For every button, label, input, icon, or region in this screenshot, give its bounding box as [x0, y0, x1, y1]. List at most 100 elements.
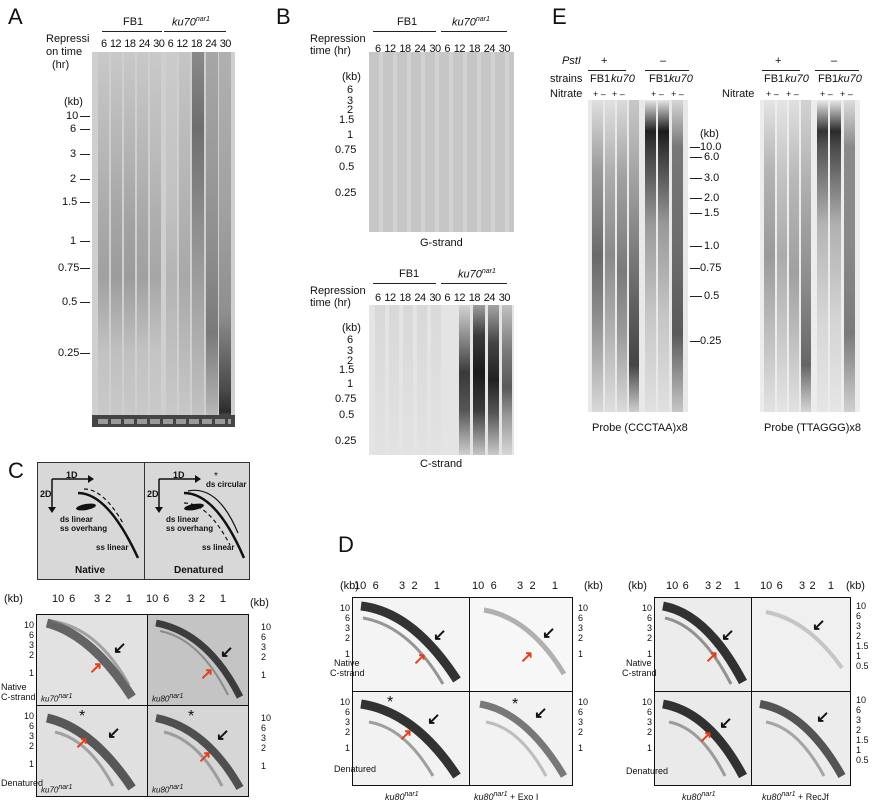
panel-b-g-strand-gel [369, 52, 514, 232]
panel-d-top-scale-2: 10 6 3 2 1 [472, 580, 558, 592]
panel-e-right-blot [760, 100, 860, 412]
panel-c-ss-overhang-denatured: ss overhang [166, 524, 214, 533]
panel-c-top-scale-right: 10 6 3 2 1 [146, 593, 226, 605]
panel-a-marker: 0.25 [58, 347, 80, 359]
panel-d-row2-label-b: Denatured [626, 766, 669, 776]
panel-b-c-strand-gel [369, 305, 514, 455]
panel-b-top-marker: 0.5 [339, 161, 355, 173]
panel-d-arc-native-exo [483, 607, 567, 676]
panel-c-label-ku80-denatured: ku80nar1 [152, 784, 184, 795]
panel-e-pm: + – [786, 89, 799, 99]
panel-e-left-minus: – [660, 55, 667, 67]
panel-b-axis-title-2: time (hr) [310, 45, 351, 57]
panel-d-row1-label-2b: C-strand [622, 668, 657, 678]
panel-d-right-scale-bottom-a: 10 6 3 2 1 [578, 697, 589, 753]
panel-a-axis-unit: (hr) [52, 59, 70, 71]
panel-d-row1-label-1b: Native [626, 658, 652, 668]
panel-e-marker: 3.0 [704, 172, 720, 184]
panel-e-strains-label: strains [550, 73, 583, 85]
panel-c-2d-native: 2D [40, 489, 52, 499]
panel-d-kb-label-left-2: (kb) [628, 580, 647, 592]
panel-e-right-minus: – [831, 55, 838, 67]
panel-c-blot-ku70-denatured: * ↙ ↗ ku70nar1 [36, 705, 148, 797]
panel-c-ds-circular: ds circular [206, 480, 247, 489]
panel-d-asterisk-1: * [387, 694, 394, 711]
panel-c-label-ku80-native: ku80nar1 [152, 693, 184, 704]
panel-a-axis-title-2: on time [46, 46, 83, 58]
panel-b-top-marker: 1.5 [339, 114, 355, 126]
panel-d-letter: D [338, 532, 354, 557]
panel-b-bottom-caption: C-strand [420, 458, 463, 470]
panel-c-arc-ku70-denatured [45, 713, 136, 791]
panel-e-right-fb1-b: FB1 [818, 73, 839, 85]
panel-b-bottom-marker: 1 [347, 378, 354, 390]
panel-c-label-ku70-denatured: ku70nar1 [41, 784, 73, 795]
panel-d-blot-native: ↙ ↗ [352, 597, 470, 692]
panel-d-caption-2: ku80nar1 + Exo I [474, 791, 539, 802]
panel-b-top-marker: 3 [347, 95, 354, 107]
panel-b-bottom-marker: 1.5 [339, 364, 355, 376]
panel-b-bottom-kb-label: (kb) [342, 322, 361, 334]
panel-b-bottom-marker: 6 [347, 334, 354, 346]
panel-e-left-fb1-a: FB1 [590, 73, 611, 85]
panel-c-1d-denatured: 1D [173, 470, 185, 480]
panel-c-row1-label-2: C-strand [1, 692, 36, 702]
panel-a-marker: 0.75 [58, 262, 80, 274]
panel-e-nitrate-label: Nitrate [550, 88, 583, 100]
panel-d-arc-native-2 [662, 601, 747, 685]
panel-a-axis-title-1: Repressi [46, 33, 90, 45]
panel-e-left-ku70-b: ku70 [669, 73, 693, 85]
panel-c-ds-linear-denatured: ds linear [166, 515, 199, 524]
panel-d-left-scale-bottom: 10 6 3 2 1 [339, 697, 350, 753]
panel-b-bottom-marker: 0.75 [335, 393, 357, 405]
panel-e-pm: + – [612, 89, 625, 99]
panel-d-row1-label-2: C-strand [330, 668, 365, 678]
panel-b-letter: B [276, 4, 291, 29]
panel-d-blot-denatured-recjf: ↙ [751, 691, 851, 786]
panel-b-top-kb-label: (kb) [342, 71, 361, 83]
panel-a-marker: 1 [70, 235, 77, 247]
panel-c-ss-linear-native: ss linear [96, 543, 129, 552]
panel-c-letter: C [8, 458, 24, 483]
panel-c-ss-overhang-native: ss overhang [60, 524, 108, 533]
panel-c-blot-ku80-denatured: * ↙ ↗ ku80nar1 [147, 705, 249, 797]
panel-e-marker: 0.75 [700, 262, 722, 274]
panel-d-right-scale-top-b: 10 6 3 2 1.5 1 0.5 [856, 601, 869, 671]
panel-c-blot-ku80-native: ↙ ↗ ku80nar1 [147, 614, 249, 706]
panel-a-gel-image [92, 52, 235, 427]
panel-b-bottom-axis-title-2: time (hr) [310, 297, 351, 309]
panel-d-kb-label-right: (kb) [584, 580, 603, 592]
panel-a-letter: A [8, 4, 23, 29]
panel-d-row2-label: Denatured [334, 764, 377, 774]
panel-b-bottom-marker: 0.5 [339, 409, 355, 421]
panel-e-left-plus: + [601, 55, 608, 67]
panel-c-1d-native: 1D [66, 470, 78, 480]
panel-e-pm: + – [651, 89, 664, 99]
panel-a-group1: FB1 [123, 16, 144, 28]
panel-c-ds-linear-native: ds linear [60, 515, 93, 524]
panel-e-pm: + – [671, 89, 684, 99]
panel-d-caption-1: ku80nar1 [385, 791, 419, 802]
panel-c-arc-ku70-native [45, 618, 136, 700]
panel-d-top-scale-4: 10 6 3 2 1 [760, 580, 834, 592]
panel-d-left-scale-top-2: 10 6 3 2 1 [642, 603, 653, 659]
panel-c-schematic: 1D 2D ds linear ss overhang ss linear Na… [37, 462, 250, 580]
panel-c-kb-label-left: (kb) [4, 593, 23, 605]
panel-a-marker: 3 [70, 148, 77, 160]
panel-d-right-scale-top-a: 10 6 3 2 1 [578, 603, 589, 659]
panel-a-marker: 2 [70, 173, 77, 185]
panel-b-top-group2: ku70nar1 [452, 16, 490, 29]
panel-e-right-plus: + [775, 55, 782, 67]
panel-c-schematic-drawing [48, 475, 246, 559]
panel-e-left-ku70-a: ku70 [611, 73, 635, 85]
panel-a-group2: ku70nar1 [172, 16, 210, 29]
panel-a-marker: 6 [70, 123, 77, 135]
panel-a-marker: 1.5 [62, 196, 78, 208]
panel-e-marker: 1.0 [704, 240, 720, 252]
panel-d-right-scale-bottom-b: 10 6 3 2 1.5 1 0.5 [856, 695, 869, 765]
panel-b-top-marker: 0.75 [335, 144, 357, 156]
panel-c-denatured-title: Denatured [174, 565, 224, 576]
panel-b-top-marker: 0.25 [335, 187, 357, 199]
panel-e-pm: + – [820, 89, 833, 99]
panel-b-bottom-group1: FB1 [399, 268, 420, 280]
